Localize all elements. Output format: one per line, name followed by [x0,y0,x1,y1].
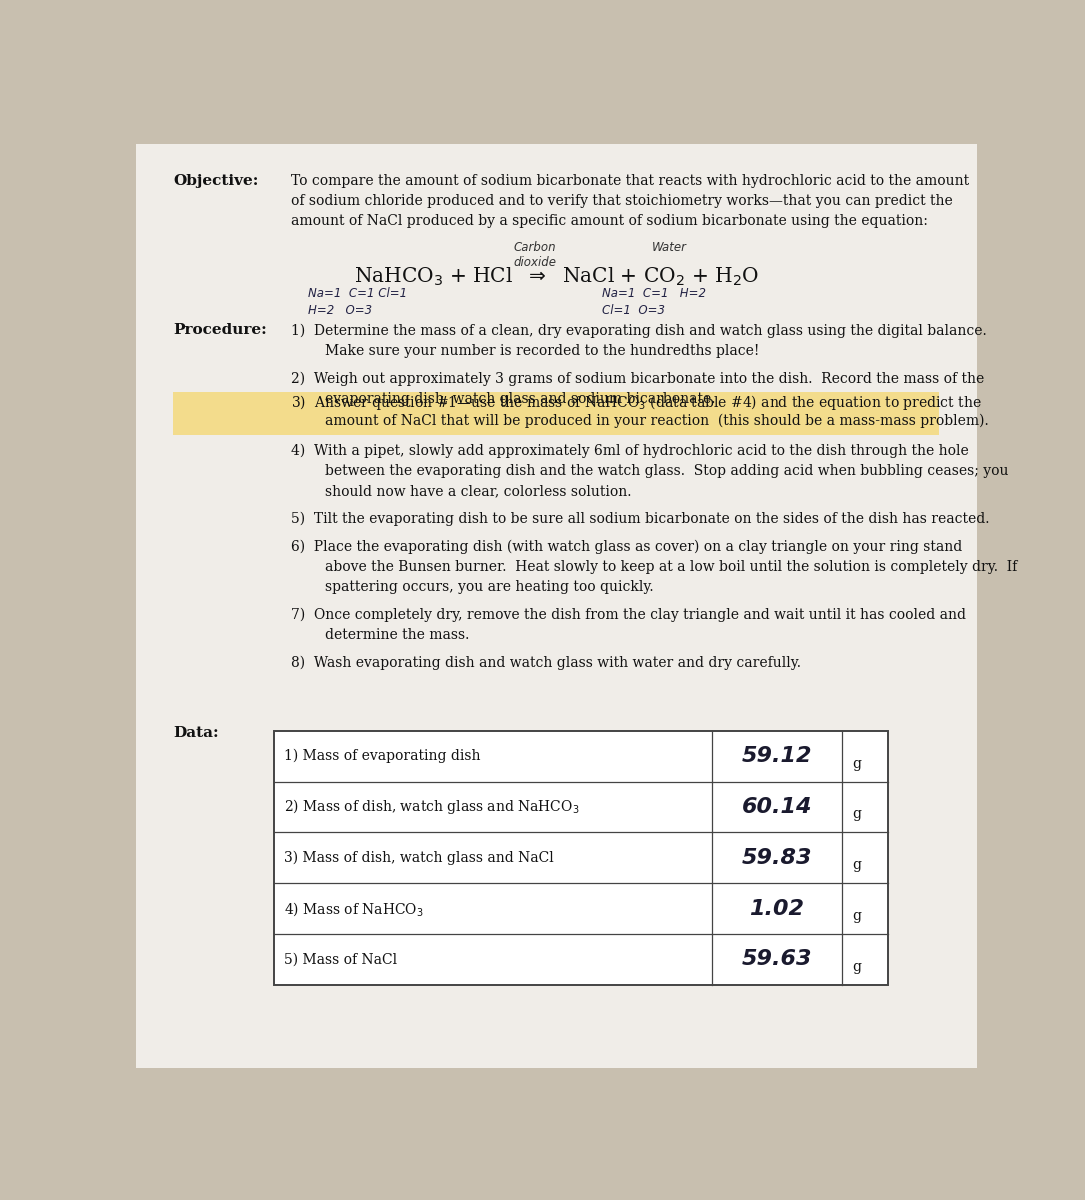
Text: evaporating dish, watch glass and sodium bicarbonate.: evaporating dish, watch glass and sodium… [324,391,715,406]
Text: should now have a clear, colorless solution.: should now have a clear, colorless solut… [324,484,631,498]
Text: 59.83: 59.83 [741,847,812,868]
Bar [275,731,889,985]
Text: determine the mass.: determine the mass. [324,628,469,642]
Text: 59.12: 59.12 [741,746,812,766]
Text: Na=1  C=1   H=2
Cl=1  O=3: Na=1 C=1 H=2 Cl=1 O=3 [602,287,706,317]
Text: 3)  Answer question #1—use the mass of NaHCO$_3$ (data table #4) and the equatio: 3) Answer question #1—use the mass of Na… [291,394,982,413]
Text: 2)  Weigh out approximately 3 grams of sodium bicarbonate into the dish.  Record: 2) Weigh out approximately 3 grams of so… [291,371,984,385]
Text: 5)  Tilt the evaporating dish to be sure all sodium bicarbonate on the sides of : 5) Tilt the evaporating dish to be sure … [291,511,990,526]
Text: 1)  Determine the mass of a clean, dry evaporating dish and watch glass using th: 1) Determine the mass of a clean, dry ev… [291,323,987,337]
Text: g: g [852,756,861,770]
Text: Data:: Data: [174,726,219,740]
Text: 6)  Place the evaporating dish (with watch glass as cover) on a clay triangle on: 6) Place the evaporating dish (with watc… [291,540,962,554]
Text: 4)  With a pipet, slowly add approximately 6ml of hydrochloric acid to the dish : 4) With a pipet, slowly add approximatel… [291,443,969,457]
Text: g: g [852,960,861,974]
Text: Na=1  C=1 Cl=1
H=2   O=3: Na=1 C=1 Cl=1 H=2 O=3 [308,287,407,317]
Text: spattering occurs, you are heating too quickly.: spattering occurs, you are heating too q… [324,580,653,594]
Text: To compare the amount of sodium bicarbonate that reacts with hydrochloric acid t: To compare the amount of sodium bicarbon… [291,174,969,228]
Text: 4) Mass of NaHCO$_3$: 4) Mass of NaHCO$_3$ [284,900,424,918]
Text: g: g [852,858,861,872]
Text: Procedure:: Procedure: [174,323,267,337]
Text: 7)  Once completely dry, remove the dish from the clay triangle and wait until i: 7) Once completely dry, remove the dish … [291,608,966,623]
Text: g: g [852,910,861,923]
Bar [174,391,939,436]
Text: g: g [852,808,861,821]
Text: above the Bunsen burner.  Heat slowly to keep at a low boil until the solution i: above the Bunsen burner. Heat slowly to … [324,559,1017,574]
Text: 60.14: 60.14 [741,797,812,817]
Text: 59.63: 59.63 [741,949,812,970]
Text: 5) Mass of NaCl: 5) Mass of NaCl [284,953,397,966]
Text: 1.02: 1.02 [750,899,804,919]
Text: Carbon
dioxide: Carbon dioxide [513,241,557,269]
Text: NaHCO$_3$ + HCl  $\Rightarrow$  NaCl + CO$_2$ + H$_2$O: NaHCO$_3$ + HCl $\Rightarrow$ NaCl + CO$… [354,266,758,288]
Bar [275,731,889,985]
Text: Objective:: Objective: [174,174,259,187]
Text: Make sure your number is recorded to the hundredths place!: Make sure your number is recorded to the… [324,343,760,358]
Text: 2) Mass of dish, watch glass and NaHCO$_3$: 2) Mass of dish, watch glass and NaHCO$_… [284,798,580,816]
Text: 1) Mass of evaporating dish: 1) Mass of evaporating dish [284,749,481,763]
FancyBboxPatch shape [136,144,976,1068]
Text: between the evaporating dish and the watch glass.  Stop adding acid when bubblin: between the evaporating dish and the wat… [324,463,1008,478]
Text: 3) Mass of dish, watch glass and NaCl: 3) Mass of dish, watch glass and NaCl [284,851,554,865]
Text: amount of NaCl that will be produced in your reaction  (this should be a mass-ma: amount of NaCl that will be produced in … [324,414,988,428]
Text: 8)  Wash evaporating dish and watch glass with water and dry carefully.: 8) Wash evaporating dish and watch glass… [291,656,801,671]
Text: Water: Water [652,241,687,254]
